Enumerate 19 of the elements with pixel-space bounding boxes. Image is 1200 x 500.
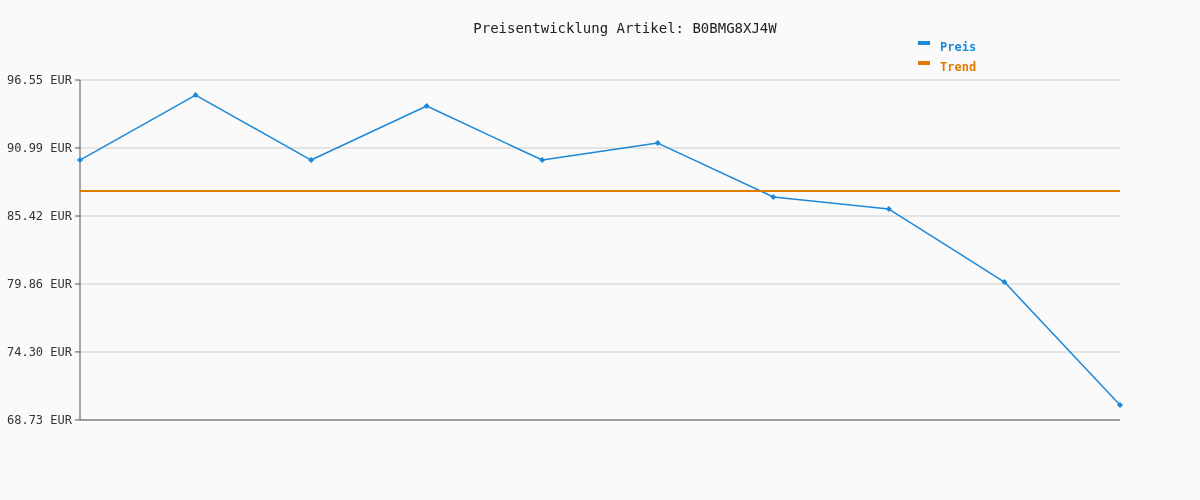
point [885, 206, 892, 213]
y-tick-label: 85.42 EUR [6, 209, 73, 224]
y-tick-label: 96.55 EUR [6, 73, 73, 88]
point [539, 157, 546, 164]
point [423, 103, 430, 110]
y-tick-label: 79.86 EUR [6, 277, 73, 292]
point [1001, 279, 1008, 286]
point [77, 157, 83, 164]
point [308, 157, 315, 164]
legend-label: Trend [940, 60, 977, 74]
legend-label: Preis [940, 40, 977, 54]
point [192, 92, 199, 99]
point [654, 140, 661, 147]
chart-title: Preisentwicklung Artikel: B0BMG8XJ4W [473, 20, 778, 36]
y-tick-label: 90.99 EUR [6, 141, 73, 156]
point [770, 193, 777, 200]
point [1117, 402, 1123, 409]
y-tick-label: 74.30 EUR [6, 345, 73, 360]
y-tick-label: 68.73 EUR [6, 413, 73, 428]
